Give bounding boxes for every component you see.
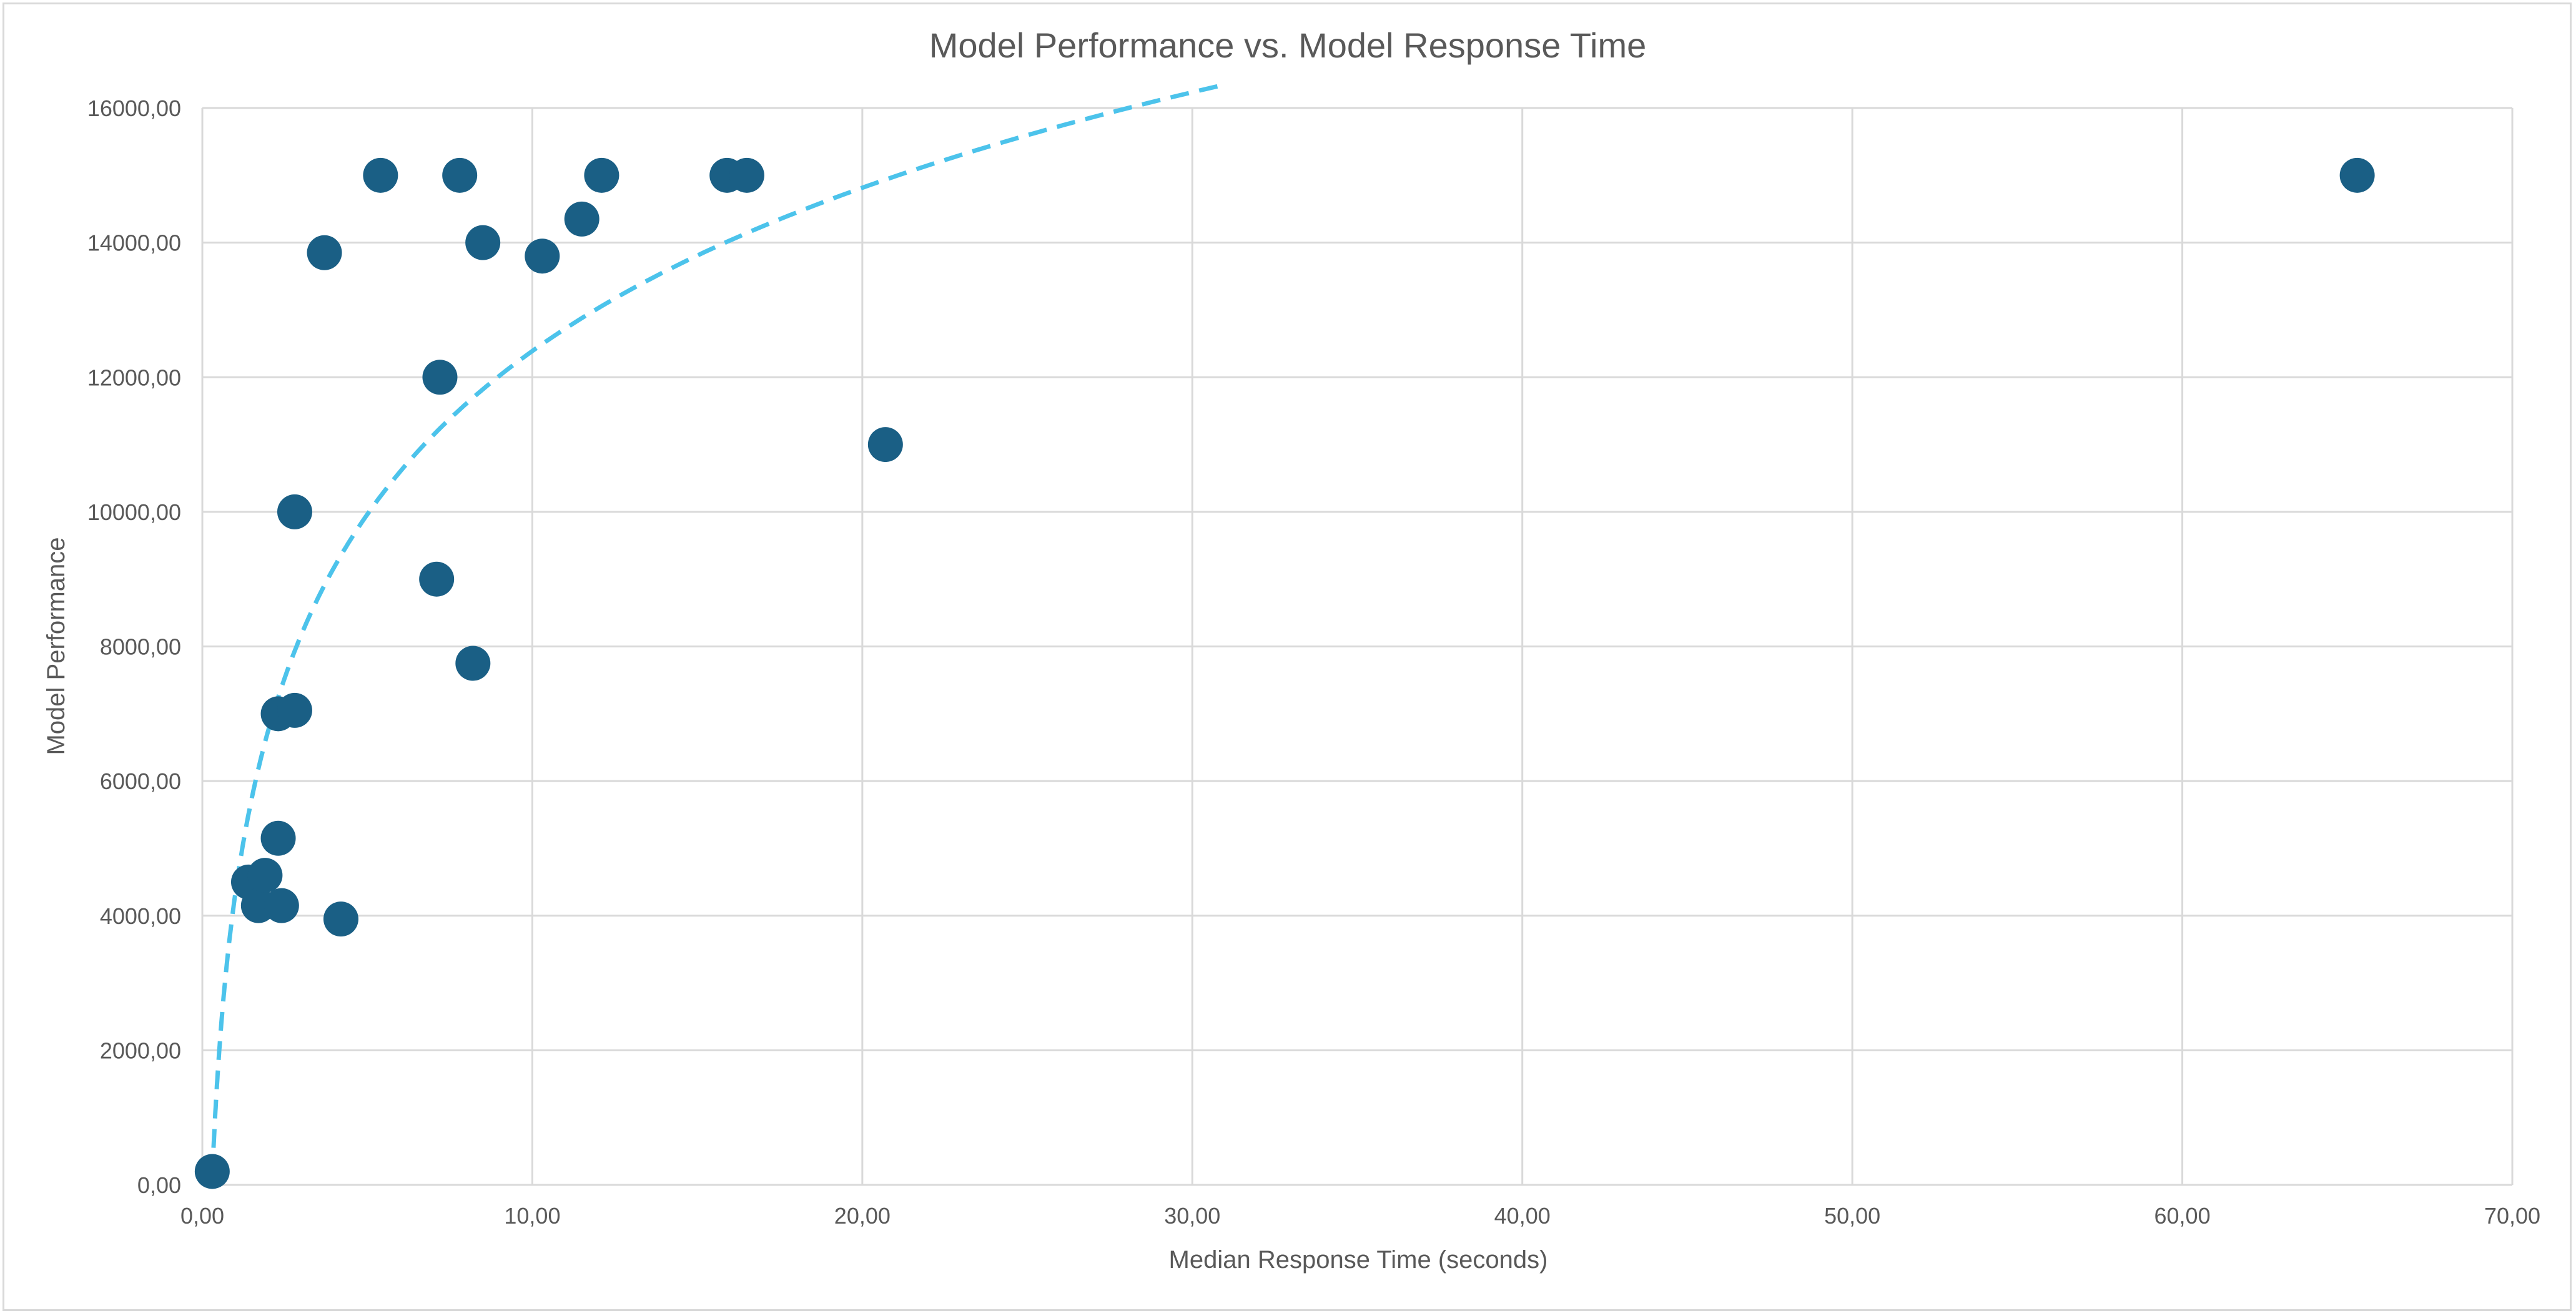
data-point xyxy=(277,494,312,529)
data-point xyxy=(277,692,312,728)
data-point xyxy=(564,201,600,237)
x-tick-label: 60,00 xyxy=(2154,1203,2211,1229)
data-point xyxy=(363,157,398,193)
y-tick-label: 6000,00 xyxy=(100,768,181,794)
data-point xyxy=(419,561,455,597)
data-point xyxy=(323,901,358,937)
data-points xyxy=(194,157,2375,1189)
trendline-group xyxy=(210,82,1226,1177)
data-point xyxy=(442,157,478,193)
y-tick-label: 8000,00 xyxy=(100,634,181,660)
data-point xyxy=(260,820,296,856)
grid-lines xyxy=(201,107,2514,1186)
y-tick-label: 0,00 xyxy=(137,1172,181,1198)
data-point xyxy=(729,157,764,193)
y-tick-label: 2000,00 xyxy=(100,1038,181,1063)
data-point xyxy=(867,427,903,463)
data-point xyxy=(422,360,458,395)
data-point xyxy=(307,235,342,270)
data-point xyxy=(525,238,560,274)
x-tick-label: 50,00 xyxy=(1824,1203,1880,1229)
y-tick-label: 12000,00 xyxy=(87,365,181,390)
chart-title: Model Performance vs. Model Response Tim… xyxy=(929,26,1647,65)
x-tick-label: 70,00 xyxy=(2484,1203,2540,1229)
x-tick-label: 40,00 xyxy=(1494,1203,1551,1229)
data-point xyxy=(2339,157,2375,193)
x-tick-label: 30,00 xyxy=(1164,1203,1220,1229)
y-tick-label: 14000,00 xyxy=(87,230,181,256)
data-point xyxy=(247,858,283,893)
y-tick-label: 10000,00 xyxy=(87,499,181,525)
y-tick-label: 4000,00 xyxy=(100,903,181,929)
x-tick-label: 10,00 xyxy=(504,1203,560,1229)
data-point xyxy=(194,1154,230,1189)
x-tick-label: 20,00 xyxy=(834,1203,891,1229)
y-tick-label: 16000,00 xyxy=(87,96,181,121)
data-point xyxy=(264,888,299,923)
x-axis-title: Median Response Time (seconds) xyxy=(1169,1246,1548,1274)
data-point xyxy=(455,646,491,681)
data-point xyxy=(465,225,501,260)
trendline xyxy=(210,82,1226,1177)
y-axis-title: Model Performance xyxy=(42,537,70,755)
x-tick-label: 0,00 xyxy=(180,1203,224,1229)
x-axis-tick-labels: 0,00 10,00 20,00 30,00 40,00 50,00 60,00 70,00 xyxy=(180,1203,2540,1229)
data-point xyxy=(584,157,619,193)
y-axis-tick-labels: 0,00 2000,00 4000,00 6000,00 8000,00 10000,00… xyxy=(87,96,181,1198)
